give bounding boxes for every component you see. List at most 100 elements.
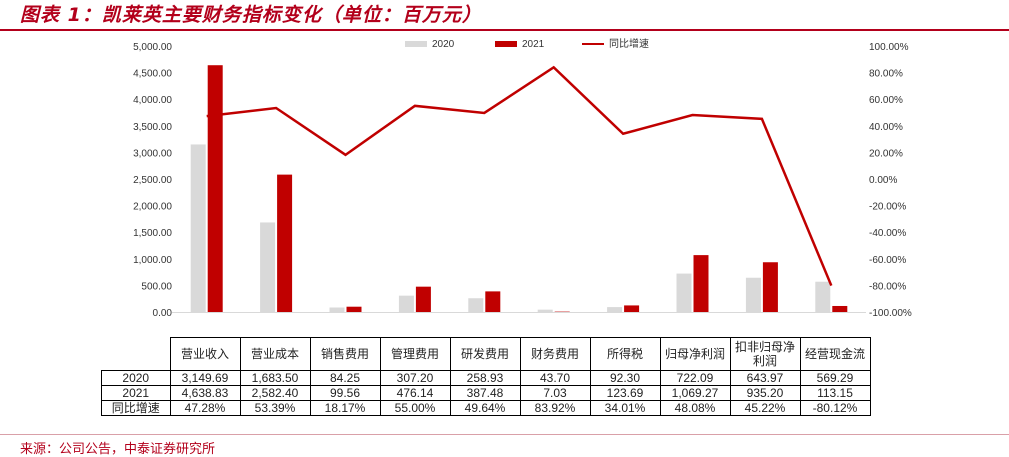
y2-tick-label: -20.00% xyxy=(869,202,906,213)
bar-2020 xyxy=(330,308,345,312)
bar-2020 xyxy=(815,282,830,312)
table-header-cell: 管理费用 xyxy=(380,338,450,371)
table-header-cell: 扣非归母净利润 xyxy=(730,338,800,371)
table-header-cell: 所得税 xyxy=(590,338,660,371)
table-cell: 722.09 xyxy=(660,371,730,386)
bar-2021 xyxy=(347,307,362,312)
bar-2020 xyxy=(607,307,622,312)
bar-2021 xyxy=(694,255,709,312)
table-cell: 43.70 xyxy=(520,371,590,386)
bar-2021 xyxy=(416,287,431,312)
table-cell: -80.12% xyxy=(800,401,870,416)
table-cell: 99.56 xyxy=(310,386,380,401)
table-header-cell: 归母净利润 xyxy=(660,338,730,371)
table-cell: 55.00% xyxy=(380,401,450,416)
y2-tick-label: 0.00% xyxy=(869,175,897,186)
table-header-row: 营业收入 营业成本 销售费用 管理费用 研发费用 财务费用 所得税 归母净利润 … xyxy=(102,338,871,371)
table-header-cell: 营业收入 xyxy=(170,338,240,371)
growth-line xyxy=(207,67,832,285)
bar-2021 xyxy=(277,175,292,312)
bar-2020 xyxy=(538,310,553,312)
table-cell: 258.93 xyxy=(450,371,520,386)
bar-2020 xyxy=(746,278,761,312)
bar-2021 xyxy=(624,305,639,312)
bottom-rule xyxy=(0,434,1009,435)
legend-swatch-2020 xyxy=(405,41,427,47)
source-note: 来源：公司公告，中泰证券研究所 xyxy=(20,438,215,457)
bar-2020 xyxy=(399,296,414,312)
table-cell: 3,149.69 xyxy=(170,371,240,386)
bar-2021 xyxy=(832,306,847,312)
y2-tick-label: 80.00% xyxy=(869,69,903,80)
table-row-label: 2020 xyxy=(102,371,171,386)
table-cell: 1,683.50 xyxy=(240,371,310,386)
y2-tick-label: -100.00% xyxy=(869,308,912,319)
y-tick-label: 3,000.00 xyxy=(133,148,172,159)
table-cell: 48.08% xyxy=(660,401,730,416)
table-header-cell: 营业成本 xyxy=(240,338,310,371)
table-cell: 1,069.27 xyxy=(660,386,730,401)
y-tick-label: 2,500.00 xyxy=(133,175,172,186)
y-tick-label: 2,000.00 xyxy=(133,202,172,213)
y-tick-label: 4,500.00 xyxy=(133,69,172,80)
table-cell: 2,582.40 xyxy=(240,386,310,401)
bar-2021 xyxy=(485,291,500,312)
table-cell: 84.25 xyxy=(310,371,380,386)
bar-2020 xyxy=(260,222,275,312)
y2-tick-label: 20.00% xyxy=(869,148,903,159)
y-tick-label: 4,000.00 xyxy=(133,95,172,106)
bar-2020 xyxy=(191,144,206,312)
y2-tick-label: 100.00% xyxy=(869,42,909,53)
y2-tick-label: -40.00% xyxy=(869,228,906,239)
table-row: 同比增速 47.28% 53.39% 18.17% 55.00% 49.64% … xyxy=(102,401,871,416)
bar-2021 xyxy=(763,262,778,312)
y2-tick-label: -60.00% xyxy=(869,255,906,266)
table-cell: 53.39% xyxy=(240,401,310,416)
table-cell: 307.20 xyxy=(380,371,450,386)
table-cell: 643.97 xyxy=(730,371,800,386)
y2-tick-label: 40.00% xyxy=(869,122,903,133)
table-row: 2021 4,638.83 2,582.40 99.56 476.14 387.… xyxy=(102,386,871,401)
y-tick-label: 500.00 xyxy=(141,281,172,292)
y-tick-label: 1,500.00 xyxy=(133,228,172,239)
table-cell: 47.28% xyxy=(170,401,240,416)
table-header-cell: 研发费用 xyxy=(450,338,520,371)
bar-2020 xyxy=(677,274,692,312)
y-tick-label: 5,000.00 xyxy=(133,42,172,53)
table-cell: 476.14 xyxy=(380,386,450,401)
table-cell: 49.64% xyxy=(450,401,520,416)
combo-chart: 5,000.00 4,500.00 4,000.00 3,500.00 3,000.00… xyxy=(0,31,1009,331)
chart-title: 图表 1：凯莱英主要财务指标变化（单位：百万元） xyxy=(20,0,482,27)
table-header-cell: 经营现金流 xyxy=(800,338,870,371)
y-tick-label: 3,500.00 xyxy=(133,122,172,133)
bar-2021 xyxy=(208,65,223,312)
table-cell: 7.03 xyxy=(520,386,590,401)
table-cell: 113.15 xyxy=(800,386,870,401)
table-cell: 123.69 xyxy=(590,386,660,401)
table-header-cell-text: 扣非归母净利润 xyxy=(735,340,795,368)
legend-label-2020: 2020 xyxy=(432,39,455,50)
table-cell: 18.17% xyxy=(310,401,380,416)
legend-label-2021: 2021 xyxy=(522,39,545,50)
table-cell: 34.01% xyxy=(590,401,660,416)
table-cell: 83.92% xyxy=(520,401,590,416)
legend-swatch-2021 xyxy=(495,41,517,47)
table-cell: 569.29 xyxy=(800,371,870,386)
table-cell: 387.48 xyxy=(450,386,520,401)
table-row-label: 2021 xyxy=(102,386,171,401)
y-tick-label: 1,000.00 xyxy=(133,255,172,266)
table-cell: 4,638.83 xyxy=(170,386,240,401)
y-tick-label: 0.00 xyxy=(153,308,173,319)
bar-2020 xyxy=(468,298,483,312)
y2-tick-label: 60.00% xyxy=(869,95,903,106)
table-cell: 935.20 xyxy=(730,386,800,401)
table-header-cell: 财务费用 xyxy=(520,338,590,371)
table-header-cell: 销售费用 xyxy=(310,338,380,371)
table-row: 2020 3,149.69 1,683.50 84.25 307.20 258.… xyxy=(102,371,871,386)
data-table: 营业收入 营业成本 销售费用 管理费用 研发费用 财务费用 所得税 归母净利润 … xyxy=(101,337,871,416)
y2-tick-label: -80.00% xyxy=(869,281,906,292)
legend-label-growth: 同比增速 xyxy=(609,37,649,50)
table-cell: 45.22% xyxy=(730,401,800,416)
table-row-label: 同比增速 xyxy=(102,401,171,416)
table-corner xyxy=(102,338,171,371)
